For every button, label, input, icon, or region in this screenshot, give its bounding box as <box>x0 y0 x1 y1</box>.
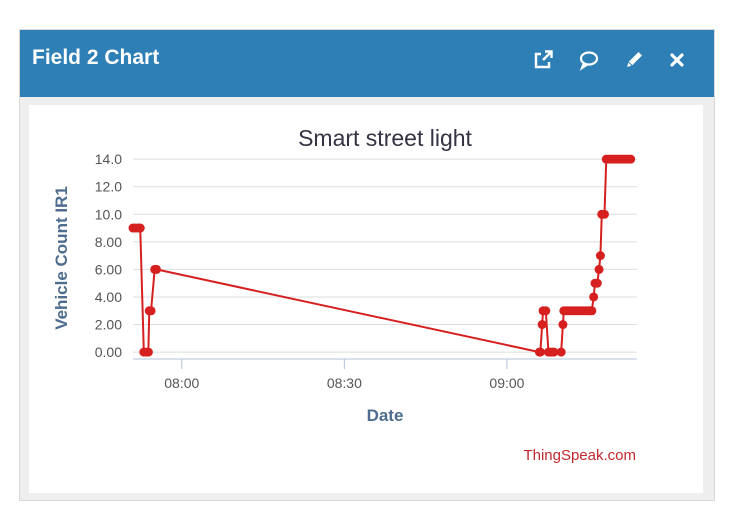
y-tick-label: 10.0 <box>95 206 122 222</box>
data-point[interactable] <box>558 320 568 330</box>
y-tick-label: 8.00 <box>95 234 122 250</box>
x-axis-ticks: 08:00 08:30 09:00 <box>164 359 525 391</box>
close-icon[interactable] <box>664 47 690 73</box>
y-tick-label: 0.00 <box>95 344 122 360</box>
y-tick-label: 14.0 <box>95 151 122 167</box>
data-point[interactable] <box>595 251 605 261</box>
x-tick-label: 09:00 <box>489 375 524 391</box>
data-point[interactable] <box>151 264 161 274</box>
data-point[interactable] <box>143 347 153 357</box>
data-point[interactable] <box>537 320 547 330</box>
x-tick-label: 08:00 <box>164 375 199 391</box>
y-tick-label: 4.00 <box>95 289 122 305</box>
y-tick-label: 6.00 <box>95 261 122 277</box>
series-group <box>128 154 636 357</box>
data-point[interactable] <box>556 347 566 357</box>
chart-panel: Field 2 Chart <box>19 29 715 501</box>
series-line <box>133 158 631 354</box>
data-point[interactable] <box>541 306 551 316</box>
data-point[interactable] <box>535 347 545 357</box>
data-point[interactable] <box>587 306 597 316</box>
data-point[interactable] <box>146 306 156 316</box>
data-point[interactable] <box>599 209 609 219</box>
y-tick-label: 2.00 <box>95 317 122 333</box>
y-tick-label: 12.0 <box>95 179 122 195</box>
data-point[interactable] <box>592 278 602 288</box>
x-tick-label: 08:30 <box>327 375 362 391</box>
chart-title: Smart street light <box>298 125 472 151</box>
data-point[interactable] <box>626 154 636 164</box>
external-link-icon[interactable] <box>530 47 556 73</box>
pencil-icon[interactable] <box>621 47 647 73</box>
panel-header: Field 2 Chart <box>20 30 714 97</box>
y-axis-ticks: 0.00 2.00 4.00 6.00 8.00 10.0 12.0 14.0 <box>95 151 122 360</box>
line-chart: Smart street light Vehicle Count IR1 Dat… <box>52 125 637 464</box>
credit-text[interactable]: ThingSpeak.com <box>523 447 636 464</box>
comment-icon[interactable] <box>576 47 602 73</box>
x-axis-label: Date <box>367 406 404 425</box>
data-point[interactable] <box>549 347 559 357</box>
panel-title: Field 2 Chart <box>32 46 160 69</box>
data-point[interactable] <box>135 223 145 233</box>
data-point[interactable] <box>594 264 604 274</box>
chart-container: Smart street light Vehicle Count IR1 Dat… <box>29 105 703 493</box>
data-point[interactable] <box>589 292 599 302</box>
grid-lines <box>133 158 637 360</box>
y-axis-label: Vehicle Count IR1 <box>52 186 71 330</box>
